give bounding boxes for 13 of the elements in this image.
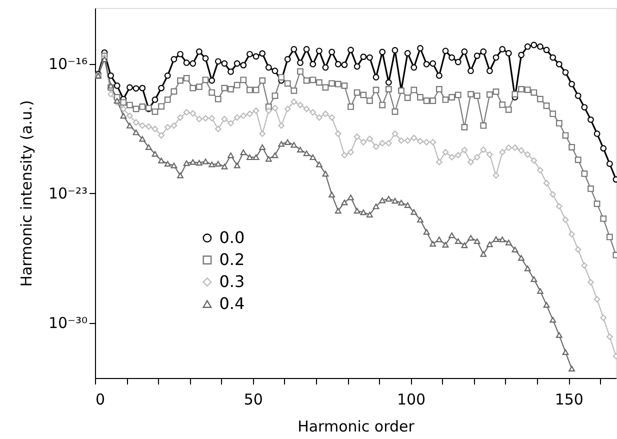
- x-tick-label: 100: [396, 390, 426, 408]
- legend-label: 0.0: [219, 228, 245, 247]
- legend-label: 0.2: [219, 250, 245, 269]
- x-tick-label: 0: [96, 390, 106, 408]
- y-tick-label: 10⁻¹⁶: [48, 55, 88, 73]
- y-tick-label: 10⁻²³: [48, 184, 88, 202]
- legend-label: 0.4: [219, 294, 245, 313]
- x-axis-title: Harmonic order: [298, 418, 416, 436]
- y-axis-title: Harmonic intensity (a.u.): [17, 100, 36, 287]
- x-tick-label: 50: [244, 390, 263, 408]
- legend-label: 0.3: [219, 272, 245, 291]
- x-tick-label: 150: [554, 390, 584, 408]
- y-tick-label: 10⁻³⁰: [48, 314, 88, 332]
